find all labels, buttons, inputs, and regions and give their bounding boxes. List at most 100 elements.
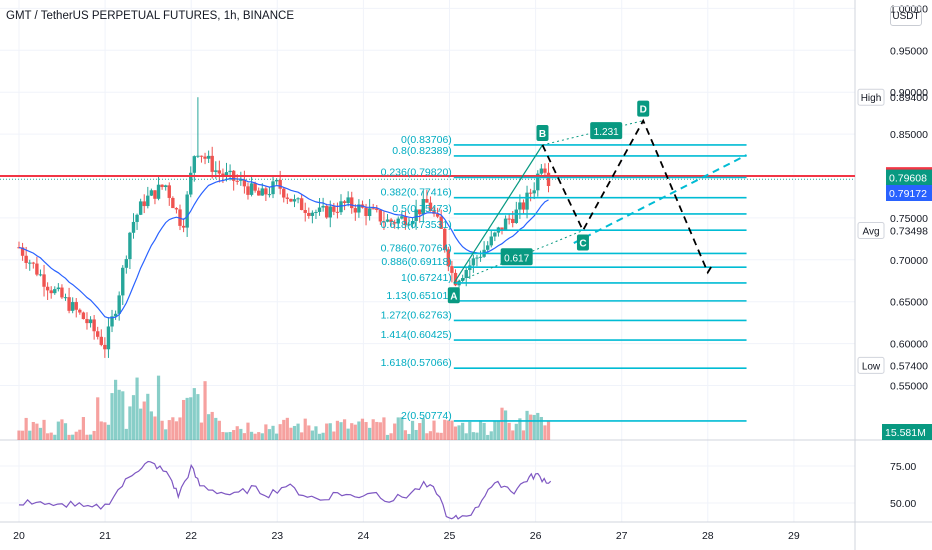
pattern-point-label: D [640, 105, 647, 116]
volume-bar [35, 423, 39, 440]
volume-bar [46, 433, 50, 440]
rsi-pane: 75.00 50.00 [18, 460, 916, 520]
currency-button[interactable]: USDT [890, 6, 922, 26]
candle-body [503, 218, 508, 230]
candle-body [53, 289, 57, 294]
low-label-value: 0.57400 [890, 360, 928, 372]
fib-level-label: 0.8(0.82389) [392, 145, 452, 157]
candle-body [42, 274, 46, 287]
volume-bar [511, 430, 515, 440]
volume-bar [207, 414, 211, 440]
high-label: High 0.89400 [857, 88, 928, 106]
candle-body [214, 170, 218, 172]
candle-body [317, 207, 322, 212]
volume-bar [421, 418, 425, 440]
volume-bar [439, 432, 443, 440]
fib-level-label: 2(0.50774) [401, 410, 452, 422]
volume-bar [249, 431, 254, 440]
volume-badge: 15.581M [882, 424, 932, 440]
time-tick-label: 22 [185, 530, 197, 542]
volume-bar [443, 419, 447, 440]
candle-body [28, 262, 32, 264]
candle-body [285, 197, 290, 199]
volume-bar [342, 419, 347, 440]
volume-bar [85, 434, 89, 440]
price-tick-label: 0.85000 [890, 129, 928, 141]
candle-body [521, 202, 526, 210]
volume-bar [260, 433, 264, 440]
volume-badge-bg [882, 424, 932, 440]
candle-body [203, 156, 207, 159]
candle-body [38, 274, 43, 276]
volume-bar [296, 423, 300, 440]
candle-body [367, 208, 372, 217]
volume-bar [307, 425, 311, 440]
volume-bar [142, 401, 146, 440]
fib-level-label: 0.618(0.73531) [381, 219, 452, 231]
candle-body [267, 194, 272, 196]
candle-body [518, 202, 522, 210]
candle-body [189, 172, 193, 195]
volume-bar [88, 434, 93, 440]
avg-label: Avg 0.73498 [857, 221, 928, 239]
volume-bar [482, 422, 486, 440]
candle-body [357, 204, 361, 213]
volume-bar [368, 427, 372, 440]
volume-bar [56, 421, 60, 440]
volume-bar [164, 429, 168, 440]
candle-body [342, 201, 347, 203]
candle-body [167, 185, 171, 198]
candle-body [282, 188, 286, 198]
volume-bar [121, 391, 125, 440]
candle-body [489, 236, 493, 246]
candle-body [131, 221, 136, 233]
time-tick-label: 28 [702, 530, 714, 542]
volume-bar [396, 417, 400, 440]
fib-level-label: 1(0.67241) [401, 272, 452, 284]
projected-path [541, 118, 714, 275]
volume-bar [17, 430, 21, 440]
volume-bar [507, 422, 511, 440]
volume-bar [478, 420, 483, 440]
volume-bar [514, 423, 518, 440]
candle-body [246, 186, 250, 195]
candle-body [539, 168, 544, 174]
volume-bar [110, 393, 114, 440]
candle-body [528, 192, 533, 194]
candle-body [453, 272, 458, 286]
candle-body [242, 179, 247, 187]
volume-bar [428, 431, 433, 440]
ratio-badge [500, 248, 533, 266]
candle-body [543, 168, 547, 173]
candle-body [99, 336, 103, 345]
volume-bar [210, 411, 214, 440]
volume-bar [160, 420, 164, 440]
volume-bar [532, 414, 536, 440]
candle-body [378, 209, 383, 222]
time-axis: 20 21 22 23 24 25 26 27 28 29 [13, 530, 800, 542]
low-label: Low 0.57400 [857, 356, 928, 374]
volume-bar [156, 375, 161, 440]
volume-bar [493, 421, 497, 440]
candle-body [70, 302, 75, 311]
pattern-point-c: C [576, 234, 589, 251]
candle-body [278, 179, 282, 189]
candle-body [224, 172, 229, 176]
pattern-ratio: 0.617 [500, 248, 533, 266]
candle-body [439, 216, 443, 229]
candle-body [49, 290, 53, 294]
volume-bar [267, 429, 272, 440]
candle-body [171, 197, 175, 209]
fib-level-label: 0.886(0.69118) [381, 256, 451, 268]
volume-bar [81, 417, 86, 440]
candle-body [335, 211, 340, 213]
candle-body [289, 198, 293, 202]
candle-body [45, 286, 50, 291]
low-label-tag-label: Low [862, 361, 881, 372]
volume-bar [496, 420, 501, 440]
volume-bar [174, 421, 179, 440]
volume-bar [185, 397, 189, 440]
volume-bar [328, 423, 332, 440]
candle-body [210, 155, 214, 172]
